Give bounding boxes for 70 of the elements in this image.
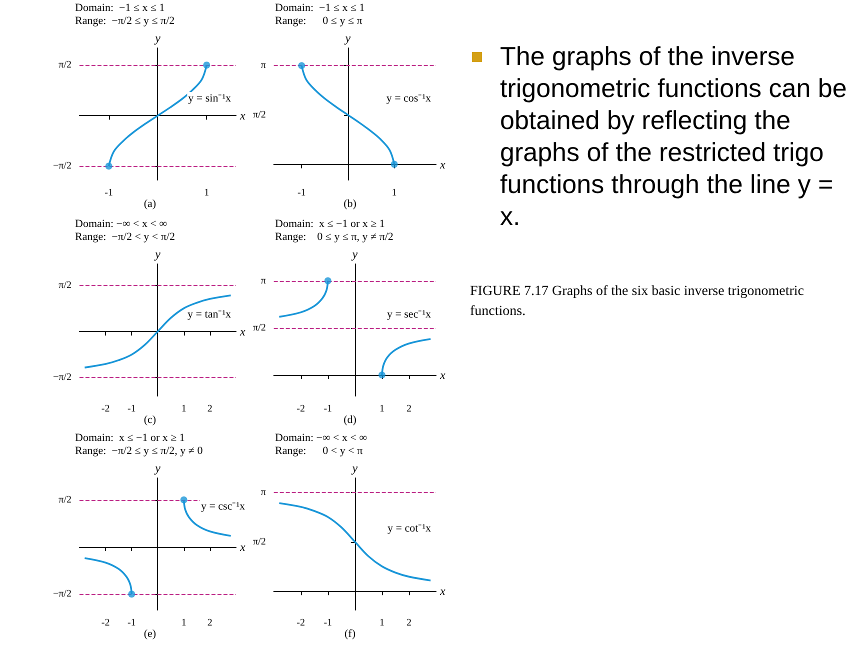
text: Range: 0 < y < π	[275, 445, 363, 457]
x-tick-label: -2	[101, 618, 110, 628]
x-axis-title: x	[239, 540, 246, 554]
y-tick-label: π/2	[253, 536, 266, 548]
text: Domain: −∞ < x < ∞	[75, 218, 168, 230]
text: The graphs of the inverse trigonometric functions can be obtained by reflecting the graphs of the restricted trigo functions through the line y = x.	[499, 40, 848, 232]
y-tick-label: π/2	[58, 494, 72, 506]
series-label: y = sin⁻¹x	[188, 92, 232, 104]
y-tick-label: −π/2	[53, 588, 72, 600]
text: y = cos⁻¹x	[386, 92, 432, 104]
x-tick-label: 2	[207, 618, 212, 628]
x-tick-label: 1	[379, 618, 384, 628]
series-label: y = csc⁻¹x	[200, 500, 246, 512]
x-tick-label: -1	[104, 188, 113, 198]
y-tick-label: π	[260, 275, 266, 286]
x-tick-label: -1	[297, 188, 306, 198]
y-axis-title: y	[154, 461, 162, 475]
x-axis-title: x	[439, 157, 446, 172]
x-tick-label: 1	[181, 404, 186, 414]
x-tick-label: -2	[296, 404, 306, 414]
x-tick-label: 1	[379, 404, 384, 414]
y-tick-label: π	[260, 60, 266, 72]
text: Domain: −1 ≤ x ≤ 1	[275, 2, 365, 14]
text: (f)	[344, 628, 356, 642]
text: (b)	[342, 198, 358, 212]
text: Domain: x ≤ −1 or x ≥ 1	[275, 218, 385, 230]
y-tick-label: −π/2	[53, 160, 72, 172]
text: y = cot⁻¹x	[388, 522, 432, 534]
x-tick-label: 2	[406, 404, 412, 414]
y-axis-title: y	[351, 461, 358, 475]
y-axis-title: y	[351, 247, 358, 261]
x-tick-label: -1	[324, 404, 332, 414]
text: Range: −π/2 ≤ y ≤ π/2, y ≠ 0	[75, 445, 203, 457]
x-axis-title: x	[239, 108, 246, 123]
x-tick-label: -1	[324, 618, 332, 628]
x-tick-label: -1	[127, 404, 136, 414]
text: Range: 0 ≤ y ≤ π, y ≠ π/2	[275, 231, 394, 243]
y-axis-title: y	[344, 31, 352, 45]
text: (d)	[342, 414, 358, 428]
text: (a)	[142, 198, 158, 212]
text: Domain: x ≤ −1 or x ≥ 1	[75, 432, 185, 444]
y-tick-label: −π/2	[53, 372, 72, 384]
caption: FIGURE 7.17 Graphs of the six basic inverse trigonometric functions.	[470, 283, 805, 321]
text: Range: −π/2 < y < π/2	[75, 231, 175, 243]
y-axis-title: y	[154, 31, 162, 45]
y-tick-label: π/2	[253, 322, 266, 334]
y-tick-label: π/2	[253, 109, 266, 120]
x-axis-title: x	[239, 324, 246, 338]
x-tick-label: 1	[392, 188, 397, 198]
x-tick-label: 2	[207, 404, 212, 414]
y-tick-label: π	[260, 486, 266, 498]
text: (e)	[142, 628, 158, 642]
text: Domain: −1 ≤ x ≤ 1	[75, 2, 165, 14]
text: Range: −π/2 ≤ y ≤ π/2	[75, 15, 175, 27]
text: Range: 0 ≤ y ≤ π	[275, 15, 362, 27]
y-axis-title: y	[154, 247, 162, 261]
x-axis-title: x	[439, 584, 446, 598]
x-tick-label: -2	[296, 618, 306, 628]
x-axis-title: x	[439, 368, 446, 382]
text: y = sec⁻¹x	[386, 308, 432, 320]
x-tick-label: 1	[204, 188, 210, 198]
x-tick-label: 2	[406, 618, 412, 628]
x-tick-label: -1	[127, 618, 136, 628]
x-tick-label: -2	[101, 404, 110, 414]
y-tick-label: π/2	[58, 280, 72, 291]
text: (c)	[142, 414, 158, 428]
series-label: y = tan⁻¹x	[188, 308, 232, 320]
x-tick-label: 1	[181, 618, 186, 628]
y-tick-label: π/2	[58, 60, 72, 71]
text: Domain: −∞ < x < ∞	[275, 432, 368, 444]
